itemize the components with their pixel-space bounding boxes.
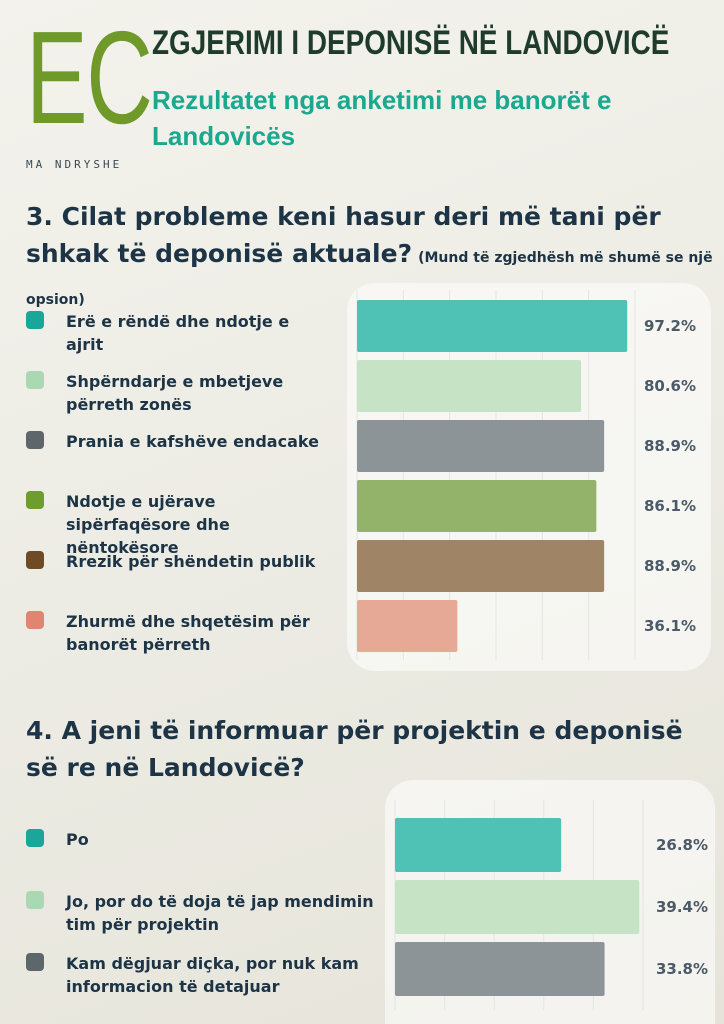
legend-swatch — [26, 551, 44, 569]
chart-3: 97.2% 80.6% 88.9% 86.1% 88.9% 36.1% — [356, 290, 696, 660]
chart-3-legend-item-6: Zhurmë dhe shqetësim për banorët përreth — [26, 610, 326, 656]
chart-3-bar-4 — [357, 480, 597, 532]
legend-swatch — [26, 611, 44, 629]
chart-3-value-label-3: 88.9% — [644, 437, 696, 455]
legend-swatch — [26, 371, 44, 389]
legend-swatch — [26, 311, 44, 329]
chart-3-value-label-2: 80.6% — [644, 377, 696, 395]
question-4-text: 4. A jeni të informuar për projektin e d… — [26, 716, 683, 782]
chart-3-legend-item-4: Ndotje e ujërave sipërfaqësore dhe nënto… — [26, 490, 326, 559]
chart-4-value-label-1: 26.8% — [656, 836, 708, 854]
legend-label: Jo, por do të doja të jap mendimin tim p… — [66, 892, 374, 934]
legend-label: Zhurmë dhe shqetësim për banorët përreth — [66, 612, 310, 654]
legend-swatch — [26, 953, 44, 971]
chart-3-legend-item-3: Prania e kafshëve endacake — [26, 430, 326, 453]
legend-label: Shpërndarje e mbetjeve përreth zonës — [66, 372, 284, 414]
chart-4-value-label-2: 39.4% — [656, 898, 708, 916]
ec-logo: EC MA NDRYSHE — [26, 8, 153, 173]
chart-4-legend-item-2: Jo, por do të doja të jap mendimin tim p… — [26, 890, 381, 936]
legend-label: Erë e rëndë dhe ndotje e ajrit — [66, 312, 290, 354]
chart-4-legend-item-3: Kam dëgjuar diçka, por nuk kam informaci… — [26, 952, 381, 998]
chart-3-value-label-5: 88.9% — [644, 557, 696, 575]
chart-3-value-label-6: 36.1% — [644, 617, 696, 635]
page-subtitle: Rezultatet nga anketimi me banorët e Lan… — [152, 85, 612, 151]
legend-swatch — [26, 829, 44, 847]
chart-3-legend-item-2: Shpërndarje e mbetjeve përreth zonës — [26, 370, 326, 416]
legend-label: Ndotje e ujërave sipërfaqësore dhe nënto… — [66, 492, 230, 557]
chart-3-bar-6 — [357, 600, 458, 652]
chart-4-legend-item-1: Po — [26, 828, 381, 851]
legend-label: Kam dëgjuar diçka, por nuk kam informaci… — [66, 954, 359, 996]
chart-3-legend-item-5: Rrezik për shëndetin publik — [26, 550, 326, 573]
chart-3-legend-item-1: Erë e rëndë dhe ndotje e ajrit — [26, 310, 326, 356]
chart-4-bar-1 — [395, 818, 562, 872]
chart-4-bar-3 — [395, 942, 605, 996]
legend-swatch — [26, 491, 44, 509]
question-4: 4. A jeni të informuar për projektin e d… — [26, 712, 716, 786]
chart-4-value-label-3: 33.8% — [656, 960, 708, 978]
legend-swatch — [26, 431, 44, 449]
legend-label: Rrezik për shëndetin publik — [66, 552, 316, 571]
legend-swatch — [26, 891, 44, 909]
chart-3-bar-3 — [357, 420, 605, 472]
chart-3-bar-5 — [357, 540, 605, 592]
chart-3-value-label-4: 86.1% — [644, 497, 696, 515]
chart-4-bar-2 — [395, 880, 640, 934]
logo-letters: EC — [26, 4, 153, 151]
question-3: 3. Cilat probleme keni hasur deri më tan… — [26, 198, 716, 319]
legend-label: Prania e kafshëve endacake — [66, 432, 319, 451]
logo-tagline: MA NDRYSHE — [26, 158, 123, 171]
chart-3-value-label-1: 97.2% — [644, 317, 696, 335]
question-3-note: (Mund të zgjedhësh më shumë se një opsio… — [26, 250, 713, 308]
legend-label: Po — [66, 830, 89, 849]
chart-3-bar-1 — [357, 300, 628, 352]
question-3-text: 3. Cilat probleme keni hasur deri më tan… — [26, 202, 661, 268]
chart-3-bar-2 — [357, 360, 582, 412]
page-title: ZGJERIMI I DEPONISË NË LANDOVICË — [152, 24, 670, 62]
